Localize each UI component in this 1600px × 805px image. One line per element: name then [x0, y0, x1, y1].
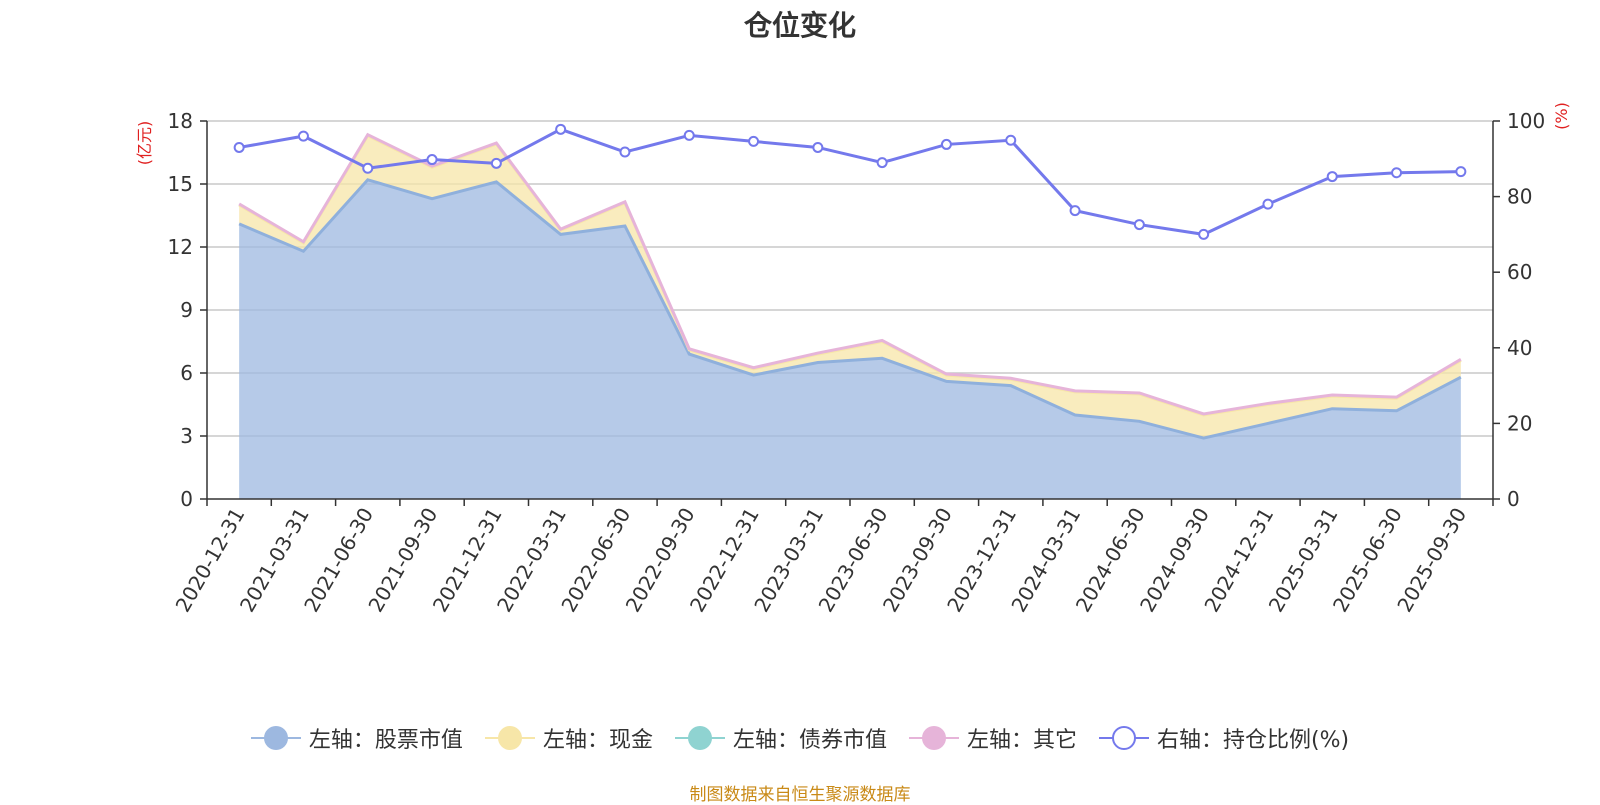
right-tick-label: 0: [1507, 487, 1520, 511]
chart-title: 仓位变化: [743, 9, 856, 42]
area-line-3: [238, 132, 1462, 416]
ratio-point[interactable]: [490, 157, 502, 169]
legend-item-0[interactable]: 左轴：股票市值: [250, 722, 463, 754]
ratio-point[interactable]: [1262, 198, 1274, 210]
right-axis-unit: (%): [1552, 102, 1571, 130]
right-tick-label: 20: [1507, 411, 1532, 435]
ratio-point[interactable]: [233, 141, 245, 153]
area-fill-1: [239, 135, 1461, 439]
ratio-point[interactable]: [1069, 205, 1081, 217]
legend-swatch-icon: [484, 725, 535, 751]
legend-swatch-icon: [250, 725, 301, 751]
ratio-point[interactable]: [426, 154, 438, 166]
left-tick-label: 12: [168, 235, 193, 259]
source-note: 制图数据来自恒生聚源数据库: [689, 785, 911, 805]
ratio-point[interactable]: [683, 129, 695, 141]
ratio-point[interactable]: [297, 130, 309, 142]
legend-item-2[interactable]: 左轴：债券市值: [674, 722, 887, 754]
ratio-point[interactable]: [1455, 166, 1467, 178]
ratio-point[interactable]: [812, 141, 824, 153]
chart-canvas: 03691215180204060801002020-12-312021-03-…: [135, 102, 1571, 617]
legend-swatch-icon: [674, 725, 725, 751]
legend-item-1[interactable]: 左轴：现金: [484, 722, 653, 754]
right-tick-label: 60: [1507, 260, 1532, 284]
legend-swatch-icon: [1098, 725, 1149, 751]
legend-label: 左轴：现金: [542, 728, 653, 753]
legend-swatch-icon: [908, 725, 959, 751]
left-tick-label: 9: [180, 298, 193, 322]
legend-item-3[interactable]: 左轴：其它: [908, 722, 1077, 754]
ratio-line-series: [233, 123, 1467, 240]
legend: 左轴：股票市值 左轴：现金 左轴：债券市值 左轴：其它 右轴：持仓比例(%): [0, 722, 1600, 754]
ratio-point[interactable]: [940, 138, 952, 150]
right-tick-label: 40: [1507, 336, 1532, 360]
left-tick-label: 15: [168, 172, 193, 196]
left-tick-label: 18: [168, 109, 193, 133]
ratio-point[interactable]: [619, 146, 631, 158]
ratio-point[interactable]: [1326, 171, 1338, 183]
area-series: [238, 132, 1462, 500]
legend-label: 右轴：持仓比例(%): [1156, 728, 1350, 753]
ratio-point[interactable]: [1198, 228, 1210, 240]
right-tick-label: 100: [1507, 109, 1545, 133]
ratio-point[interactable]: [876, 157, 888, 169]
ratio-point[interactable]: [1391, 167, 1403, 179]
ratio-line: [238, 127, 1461, 236]
legend-label: 左轴：股票市值: [308, 728, 463, 753]
left-tick-label: 0: [180, 487, 193, 511]
x-tick-label: 2025-09-30: [1392, 504, 1471, 617]
ratio-point[interactable]: [362, 162, 374, 174]
legend-item-4[interactable]: 右轴：持仓比例(%): [1098, 722, 1350, 754]
legend-label: 左轴：债券市值: [732, 728, 887, 753]
left-tick-label: 6: [180, 361, 193, 385]
ratio-point[interactable]: [1005, 134, 1017, 146]
area-fill-0: [239, 179, 1461, 500]
ratio-point[interactable]: [748, 135, 760, 147]
ratio-point[interactable]: [1133, 219, 1145, 231]
left-axis-unit: (亿元): [135, 121, 154, 166]
area-line-0: [238, 178, 1462, 440]
ratio-point[interactable]: [555, 123, 567, 135]
right-tick-label: 80: [1507, 185, 1532, 209]
legend-label: 左轴：其它: [966, 728, 1077, 753]
left-tick-label: 3: [180, 424, 193, 448]
